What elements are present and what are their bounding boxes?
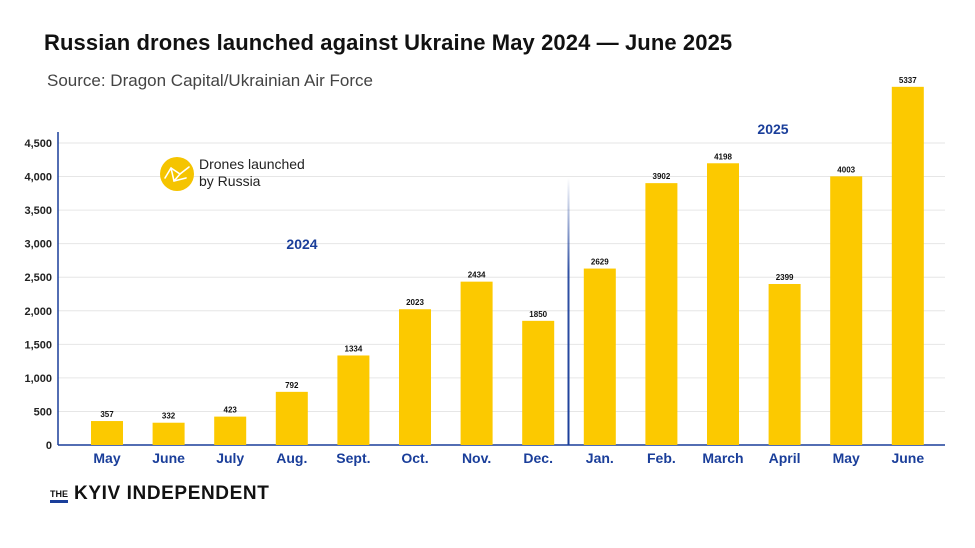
- x-tick-label: Jan.: [586, 450, 614, 466]
- legend: Drones launched by Russia: [160, 156, 305, 191]
- y-tick-label: 1,000: [24, 373, 52, 385]
- x-tick-label: March: [702, 450, 743, 466]
- y-tick-label: 500: [34, 406, 52, 418]
- year-divider: [567, 178, 570, 445]
- x-tick-label: Oct.: [401, 450, 428, 466]
- data-label: 4198: [714, 152, 732, 161]
- x-axis-labels: May June July Aug. Sept. Oct. Nov. Dec. Jan. Feb.…: [93, 450, 924, 466]
- bar: [583, 268, 616, 445]
- x-tick-label: April: [769, 450, 801, 466]
- bar: [768, 284, 801, 445]
- bars: 357 332 423 792 1334 2023 2434 1850 2629 3902 4198…: [91, 76, 924, 445]
- chart-subtitle: Source: Dragon Capital/Ukrainian Air For…: [47, 71, 373, 90]
- data-label: 5337: [899, 76, 917, 85]
- chart-title: Russian drones launched against Ukraine …: [44, 30, 733, 55]
- legend-label-line1: Drones launched: [199, 156, 305, 172]
- bar: [152, 422, 185, 445]
- drone-icon: [160, 157, 194, 191]
- data-label: 3902: [653, 172, 671, 181]
- x-tick-label: Nov.: [462, 450, 491, 466]
- x-tick-label: Dec.: [523, 450, 553, 466]
- data-label: 2629: [591, 258, 609, 267]
- year-label: 2024: [286, 236, 317, 252]
- bar: [645, 183, 678, 445]
- y-tick-label: 1,500: [24, 339, 52, 351]
- x-tick-label: July: [216, 450, 244, 466]
- year-labels: 2024 2025: [286, 121, 788, 252]
- bar: [522, 320, 555, 445]
- x-tick-label: Aug.: [276, 450, 307, 466]
- y-tick-label: 4,500: [24, 138, 52, 150]
- data-label: 357: [100, 410, 114, 419]
- bar: [460, 281, 493, 445]
- bar: [707, 163, 739, 445]
- y-tick-label: 0: [46, 440, 52, 452]
- brand-logo: THE KYIV INDEPENDENT: [50, 484, 269, 503]
- x-tick-label: May: [833, 450, 860, 466]
- bar: [399, 309, 431, 445]
- brand-the: THE: [50, 490, 68, 503]
- x-tick-label: June: [152, 450, 185, 466]
- y-tick-label: 2,500: [24, 272, 52, 284]
- bar: [337, 355, 370, 445]
- y-tick-label: 3,500: [24, 205, 52, 217]
- x-tick-label: June: [891, 450, 924, 466]
- data-label: 332: [162, 412, 176, 421]
- data-label: 4003: [837, 165, 855, 174]
- x-tick-label: May: [93, 450, 120, 466]
- bar: [830, 176, 863, 445]
- bar: [214, 416, 247, 445]
- bar: [91, 421, 123, 445]
- x-tick-label: Sept.: [336, 450, 370, 466]
- data-label: 2023: [406, 298, 424, 307]
- y-tick-label: 2,000: [24, 306, 52, 318]
- data-label: 1334: [345, 344, 363, 353]
- data-label: 1850: [529, 310, 547, 319]
- bar: [891, 86, 924, 445]
- data-label: 2434: [468, 271, 486, 280]
- x-tick-label: Feb.: [647, 450, 676, 466]
- year-label: 2025: [757, 121, 788, 137]
- legend-label-line2: by Russia: [199, 173, 261, 189]
- bar: [275, 391, 308, 445]
- y-tick-label: 4,000: [24, 172, 52, 184]
- y-tick-label: 3,000: [24, 239, 52, 251]
- brand-name: KYIV INDEPENDENT: [74, 483, 270, 504]
- drone-icon-glyph: [164, 166, 190, 182]
- y-axis-ticks: 0 500 1,000 1,500 2,000 2,500 3,000 3,500 4,000 4…: [24, 138, 52, 452]
- data-label: 2399: [776, 273, 794, 282]
- data-label: 792: [285, 381, 299, 390]
- data-label: 423: [224, 406, 238, 415]
